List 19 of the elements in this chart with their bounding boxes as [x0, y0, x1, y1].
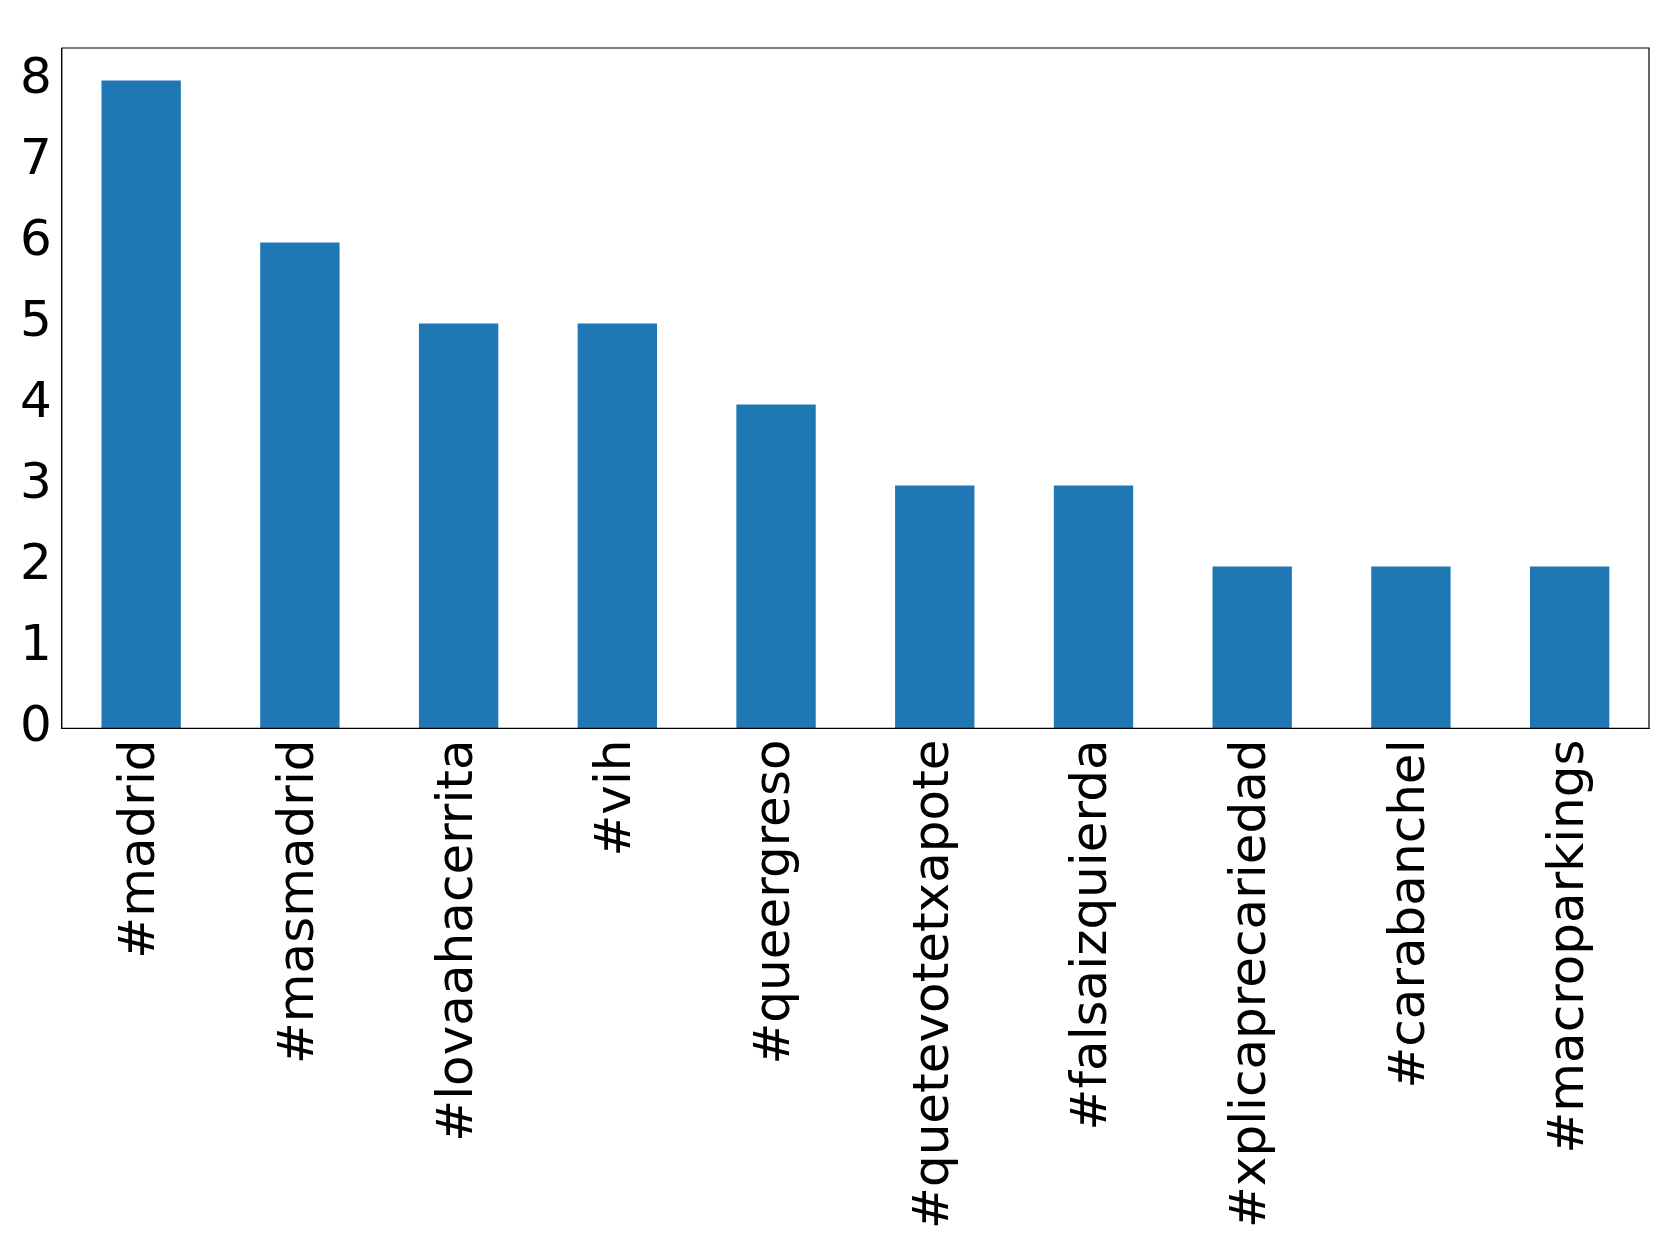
y-tick-label: 4: [20, 371, 52, 430]
y-tick-label: 0: [20, 695, 52, 754]
y-tick-label: 7: [20, 128, 52, 187]
x-tick-label: #vih: [584, 739, 643, 857]
x-tick-label: #masmadrid: [266, 739, 325, 1065]
y-tick-label: 2: [20, 533, 52, 592]
x-tick-label: #queergreso: [743, 739, 802, 1065]
x-tick-label: #madrid: [108, 739, 167, 959]
x-tick-label: #macroparkings: [1536, 739, 1595, 1154]
x-tick-label: #xplicaprecariedad: [1219, 739, 1278, 1229]
y-tick-label: 1: [20, 614, 52, 673]
y-tick-label: 5: [20, 290, 52, 349]
x-tick-label: #falsaizquierda: [1060, 739, 1119, 1131]
x-tick-label: #quetevotetxapote: [901, 739, 960, 1229]
y-tick-label: 3: [20, 452, 52, 511]
x-tick-label: #carabanchel: [1377, 739, 1436, 1089]
y-tick-label: 6: [20, 209, 52, 268]
x-tick-label: #lovaahacerrita: [425, 739, 484, 1142]
y-tick-label: 8: [20, 47, 52, 106]
